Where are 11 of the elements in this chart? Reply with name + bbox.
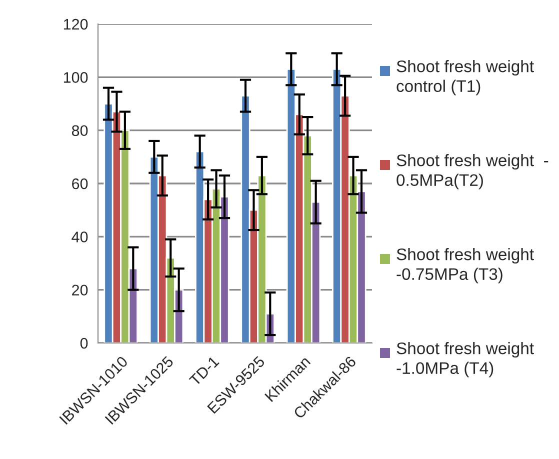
legend-label: Shoot fresh weight - 0.5MPa(T2) — [396, 154, 548, 190]
y-tick-label: 100 — [64, 72, 88, 83]
y-tick-label: 60 — [72, 178, 88, 190]
y-tick-label: 120 — [64, 18, 88, 30]
y-tick-label: 40 — [72, 232, 88, 242]
y-tick-label: 20 — [72, 284, 88, 296]
y-tick-label: 0 — [80, 338, 88, 349]
legend-label: Shoot fresh weight -1.0MPa (T4) — [396, 342, 534, 378]
y-tick-label: 80 — [72, 125, 88, 136]
legend-label: Shoot fresh weight control (T1) — [396, 60, 534, 96]
legend-label: Shoot fresh weight -0.75MPa (T3) — [396, 248, 534, 284]
